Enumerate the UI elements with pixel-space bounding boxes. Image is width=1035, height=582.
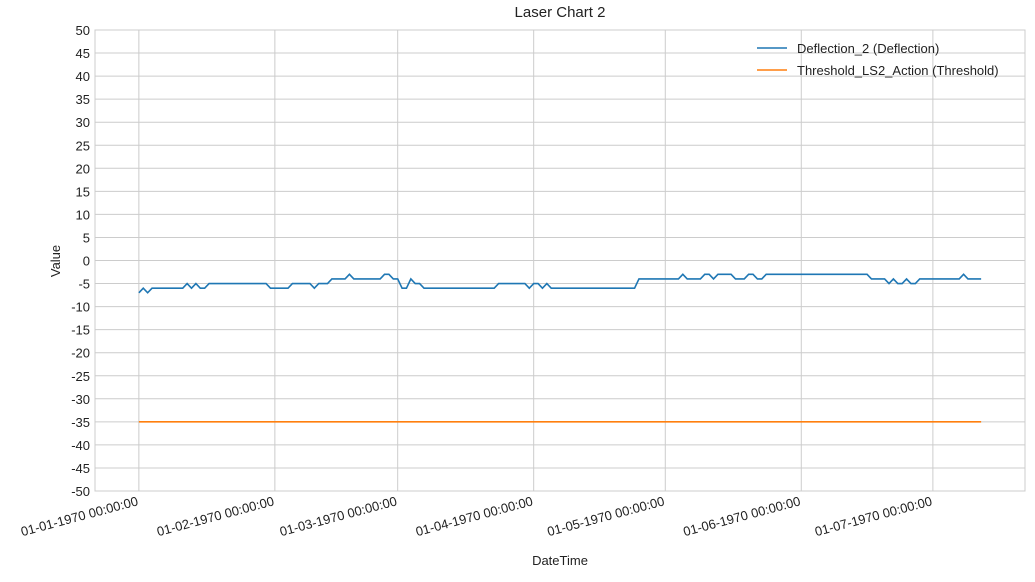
y-tick-label: -45 xyxy=(71,461,90,476)
y-tick-label: -5 xyxy=(78,277,90,292)
y-tick-label: 45 xyxy=(76,46,90,61)
y-tick-label: -50 xyxy=(71,484,90,499)
y-tick-label: -35 xyxy=(71,415,90,430)
data-line xyxy=(138,273,982,294)
x-tick-label: 01-01-1970 00:00:00 xyxy=(19,493,139,539)
x-tick-label: 01-03-1970 00:00:00 xyxy=(278,493,398,539)
y-tick-label: 30 xyxy=(76,115,90,130)
y-tick-label: -40 xyxy=(71,438,90,453)
y-axis-label: Value xyxy=(48,245,63,277)
y-tick-label: -15 xyxy=(71,323,90,338)
y-tick-label: 25 xyxy=(76,138,90,153)
x-tick-label: 01-07-1970 00:00:00 xyxy=(813,493,933,539)
x-tick-label: 01-06-1970 00:00:00 xyxy=(682,493,802,539)
y-tick-label: 35 xyxy=(76,92,90,107)
legend-label: Threshold_LS2_Action (Threshold) xyxy=(797,63,999,78)
legend-label: Deflection_2 (Deflection) xyxy=(797,41,939,56)
plot-frame xyxy=(94,29,1026,492)
x-tick-label: 01-04-1970 00:00:00 xyxy=(414,493,534,539)
x-axis-label: DateTime xyxy=(532,553,588,568)
chart-title: Laser Chart 2 xyxy=(515,4,606,21)
y-tick-label: 50 xyxy=(76,23,90,38)
y-tick-label: -20 xyxy=(71,346,90,361)
y-tick-label: 0 xyxy=(83,254,90,269)
y-tick-label: -30 xyxy=(71,392,90,407)
y-tick-label: 40 xyxy=(76,69,90,84)
y-tick-label: 10 xyxy=(76,207,90,222)
x-tick-label: 01-02-1970 00:00:00 xyxy=(155,493,275,539)
x-tick-label: 01-05-1970 00:00:00 xyxy=(546,493,666,539)
y-tick-label: -10 xyxy=(71,300,90,315)
y-tick-label: 20 xyxy=(76,161,90,176)
y-tick-label: 15 xyxy=(76,184,90,199)
y-tick-label: -25 xyxy=(71,369,90,384)
y-tick-label: 5 xyxy=(83,230,90,245)
